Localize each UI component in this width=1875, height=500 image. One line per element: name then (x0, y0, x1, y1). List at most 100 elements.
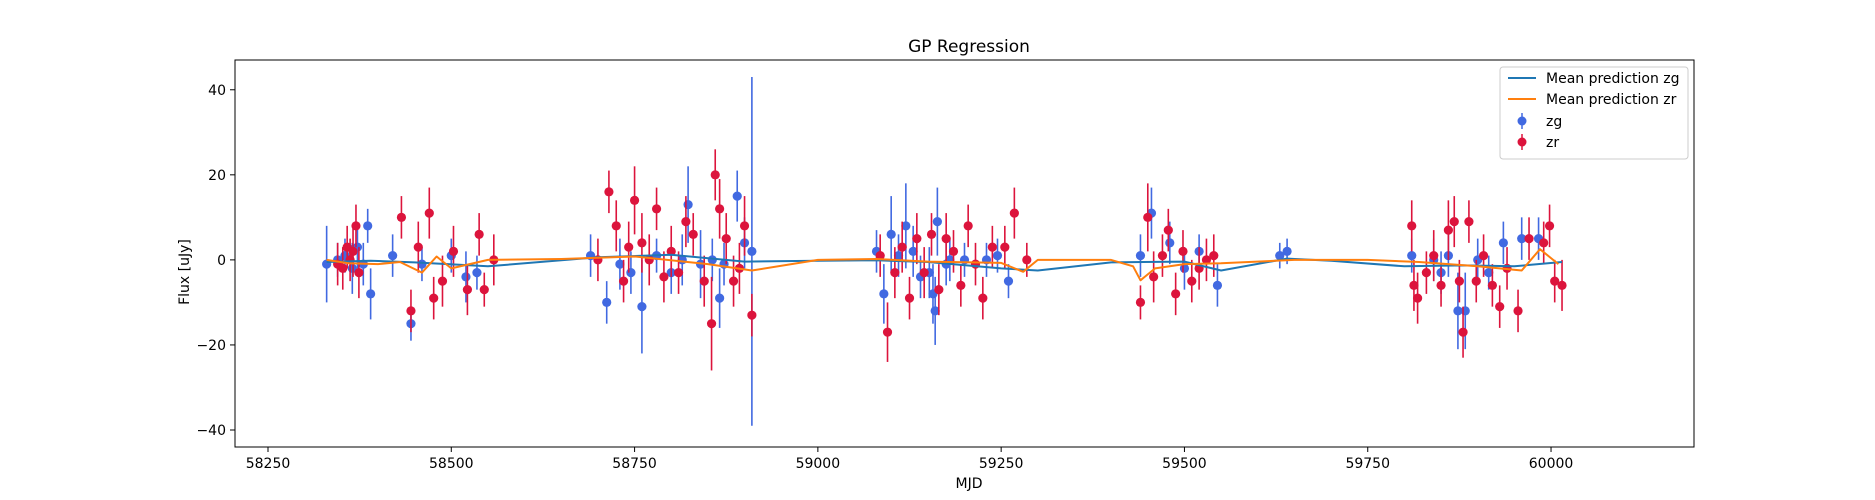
y-axis-ticks: −40 −20 0 20 40 (196, 83, 235, 439)
legend-label-zr-mean: Mean prediction zr (1546, 92, 1677, 108)
zr-point (673, 268, 684, 278)
zr-point (1471, 276, 1481, 286)
zg-point (472, 268, 482, 278)
zr-point (1449, 217, 1459, 227)
zg-point (893, 251, 904, 261)
zr-point (1436, 280, 1446, 290)
zr-point (919, 268, 929, 278)
plot-area (322, 77, 1567, 426)
zg-point (615, 259, 625, 269)
zr-point (1022, 255, 1032, 265)
zr-point (956, 280, 966, 290)
legend-label-zg: zg (1546, 114, 1562, 130)
x-tick-label: 58250 (246, 456, 291, 472)
zr-point (338, 263, 348, 273)
zr-point (987, 242, 997, 252)
zg-point (1460, 306, 1470, 316)
zg-point (930, 306, 940, 316)
zr-point (882, 327, 893, 337)
zg-point (1453, 306, 1463, 316)
x-tick-label: 59250 (979, 456, 1024, 472)
zr-point (1429, 251, 1439, 261)
zr-point (637, 238, 647, 248)
zr-point (351, 221, 361, 231)
zr-point (629, 195, 640, 205)
zr-point (978, 293, 988, 303)
zr-point (1407, 221, 1417, 231)
zg-point (1484, 268, 1494, 278)
zr-point (1412, 293, 1423, 303)
y-tick-label: 40 (208, 83, 226, 99)
zr-point (681, 217, 691, 227)
zr-point (479, 285, 489, 295)
mean-prediction-lines (326, 248, 1563, 282)
zr-point (1487, 280, 1497, 290)
zr-point (1149, 272, 1159, 282)
zr-point (659, 272, 669, 282)
zr-point (706, 319, 717, 329)
legend: Mean prediction zg Mean prediction zr zg… (1499, 66, 1689, 160)
x-tick-label: 58500 (429, 456, 474, 472)
zg-point (626, 268, 636, 278)
zr-point (624, 242, 634, 252)
y-tick-label: 0 (217, 253, 226, 269)
x-tick-label: 60000 (1529, 456, 1574, 472)
zr-point (1458, 327, 1468, 337)
zg-point (683, 199, 693, 210)
y-tick-label: −40 (196, 423, 226, 439)
mean-prediction-zr-line (326, 248, 1560, 282)
zr-point (739, 221, 750, 231)
zr-point (604, 187, 614, 197)
zr-point (728, 276, 739, 286)
zr-point (1557, 280, 1567, 290)
zg-point (1212, 280, 1223, 290)
zr-point (1454, 276, 1464, 286)
zr-point (934, 285, 944, 295)
zr-point (413, 242, 423, 252)
zr-point (1009, 208, 1019, 218)
zg-point (461, 272, 471, 282)
x-axis-ticks: 58250 58500 58750 59000 59250 59500 59750 60000 (246, 447, 1574, 472)
zr-point (462, 285, 473, 295)
zr-point (1187, 276, 1197, 286)
zr-point (666, 246, 676, 256)
zr-point (1478, 251, 1489, 261)
x-tick-label: 59750 (1345, 456, 1390, 472)
legend-swatch-zg-marker (1517, 116, 1527, 126)
zg-point (1498, 238, 1508, 248)
zr-point (429, 293, 439, 303)
zr-point (1000, 242, 1010, 252)
zr-point (747, 310, 757, 320)
zg-point (879, 289, 889, 299)
zg-point (1003, 276, 1014, 286)
zr-point (474, 229, 484, 239)
zr-point (651, 204, 662, 214)
zg-point (901, 221, 911, 231)
legend-label-zr: zr (1546, 135, 1559, 151)
zg-point (1407, 251, 1417, 261)
zr-point (710, 170, 720, 180)
zr-point (406, 306, 416, 316)
zr-point (1513, 306, 1523, 316)
zr-point (1539, 238, 1549, 248)
zr-point (1409, 280, 1419, 290)
zr-point (1171, 289, 1181, 299)
y-axis-label: Flux [uJy] (177, 239, 193, 305)
zg-point (992, 251, 1003, 261)
zr-point (1209, 251, 1219, 261)
zr-point (396, 212, 407, 222)
zr-point (1157, 251, 1168, 261)
mean-prediction-zg-line (326, 253, 1563, 272)
zr-point (875, 251, 885, 261)
x-tick-label: 59000 (796, 456, 841, 472)
zr-point (611, 221, 621, 231)
zr-point (1163, 225, 1173, 235)
zg-point (1275, 251, 1285, 261)
zr-point (897, 242, 907, 252)
zr-point (354, 268, 364, 278)
zr-point (1544, 221, 1555, 231)
zg-point (732, 191, 742, 201)
zr-point (721, 234, 731, 244)
zg-point (637, 302, 647, 312)
